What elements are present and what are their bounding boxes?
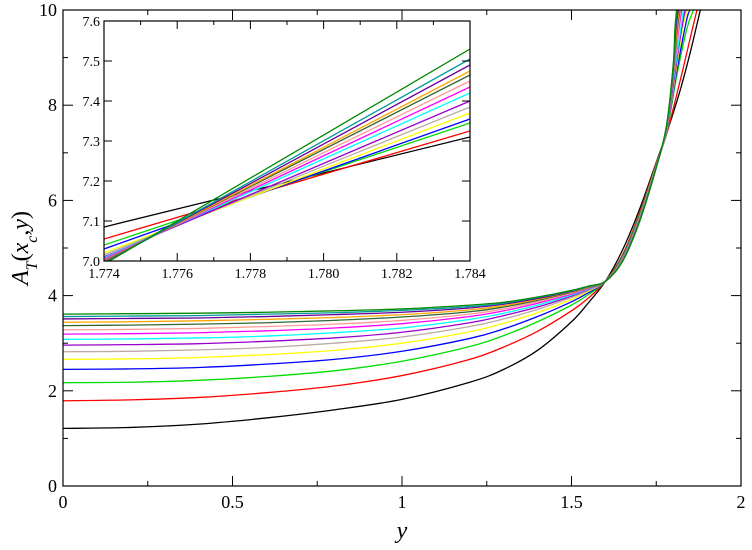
y-label-sub2: c bbox=[24, 236, 41, 243]
inset-y-tick-label-6: 7.6 bbox=[83, 15, 101, 30]
inset-x-tick-label-0: 1.774 bbox=[88, 267, 120, 282]
inset-y-tick-label-4: 7.4 bbox=[83, 95, 101, 110]
inset-x-tick-label-1: 1.776 bbox=[161, 267, 193, 282]
main-y-tick-label-0: 0 bbox=[48, 476, 57, 496]
y-label-open: ( bbox=[8, 253, 34, 261]
main-x-tick-label-3: 1.5 bbox=[560, 492, 583, 512]
inset-x-tick-label-5: 1.784 bbox=[454, 267, 486, 282]
main-y-tick-label-3: 6 bbox=[48, 190, 57, 210]
inset-series-line-0 bbox=[104, 136, 470, 228]
inset-y-tick-label-3: 7.3 bbox=[83, 135, 101, 150]
main-x-tick-label-0: 0 bbox=[59, 492, 68, 512]
y-label-close: ) bbox=[8, 211, 34, 219]
main-series-group bbox=[63, 10, 701, 430]
main-y-tick-label-2: 4 bbox=[48, 286, 57, 306]
main-plot-frame bbox=[62, 9, 742, 487]
main-y-tick-label-1: 2 bbox=[48, 381, 57, 401]
inset-y-tick-label-2: 7.2 bbox=[83, 175, 101, 190]
inset-y-tick-label-1: 7.1 bbox=[83, 215, 101, 230]
inset-series-line-1 bbox=[104, 130, 470, 240]
inset-y-tick-label-5: 7.5 bbox=[83, 55, 101, 70]
y-label-base: A bbox=[8, 270, 34, 287]
y-label-comma: , bbox=[8, 230, 34, 236]
inset-plot-frame bbox=[103, 20, 471, 262]
inset-y-tick-label-0: 7.0 bbox=[83, 255, 101, 270]
main-x-tick-label-4: 2 bbox=[737, 492, 746, 512]
inset-series-group bbox=[104, 48, 470, 261]
inset-series-line-14 bbox=[108, 48, 470, 261]
inset-x-tick-label-3: 1.780 bbox=[308, 267, 340, 282]
main-x-tick-label-2: 1 bbox=[398, 492, 407, 512]
y-label-y: y bbox=[8, 219, 34, 232]
y-axis-label: AT(xc,y) bbox=[8, 211, 41, 287]
main-series-line-14 bbox=[63, 10, 678, 315]
inset-series-line-3 bbox=[104, 118, 470, 250]
y-label-x: x bbox=[8, 242, 34, 254]
y-label-sub1: T bbox=[24, 260, 41, 270]
main-y-tick-label-4: 8 bbox=[48, 95, 57, 115]
main-x-tick-label-1: 0.5 bbox=[221, 492, 244, 512]
inset-x-tick-label-4: 1.782 bbox=[381, 267, 413, 282]
main-y-tick-label-5: 10 bbox=[39, 0, 57, 20]
main-ticks-group: 0 0.5 1 1.5 2 0 2 4 6 8 10 bbox=[39, 0, 746, 512]
x-axis-label: y bbox=[395, 518, 408, 544]
inset-x-tick-label-2: 1.778 bbox=[235, 267, 267, 282]
inset-series-line-13 bbox=[106, 58, 470, 261]
